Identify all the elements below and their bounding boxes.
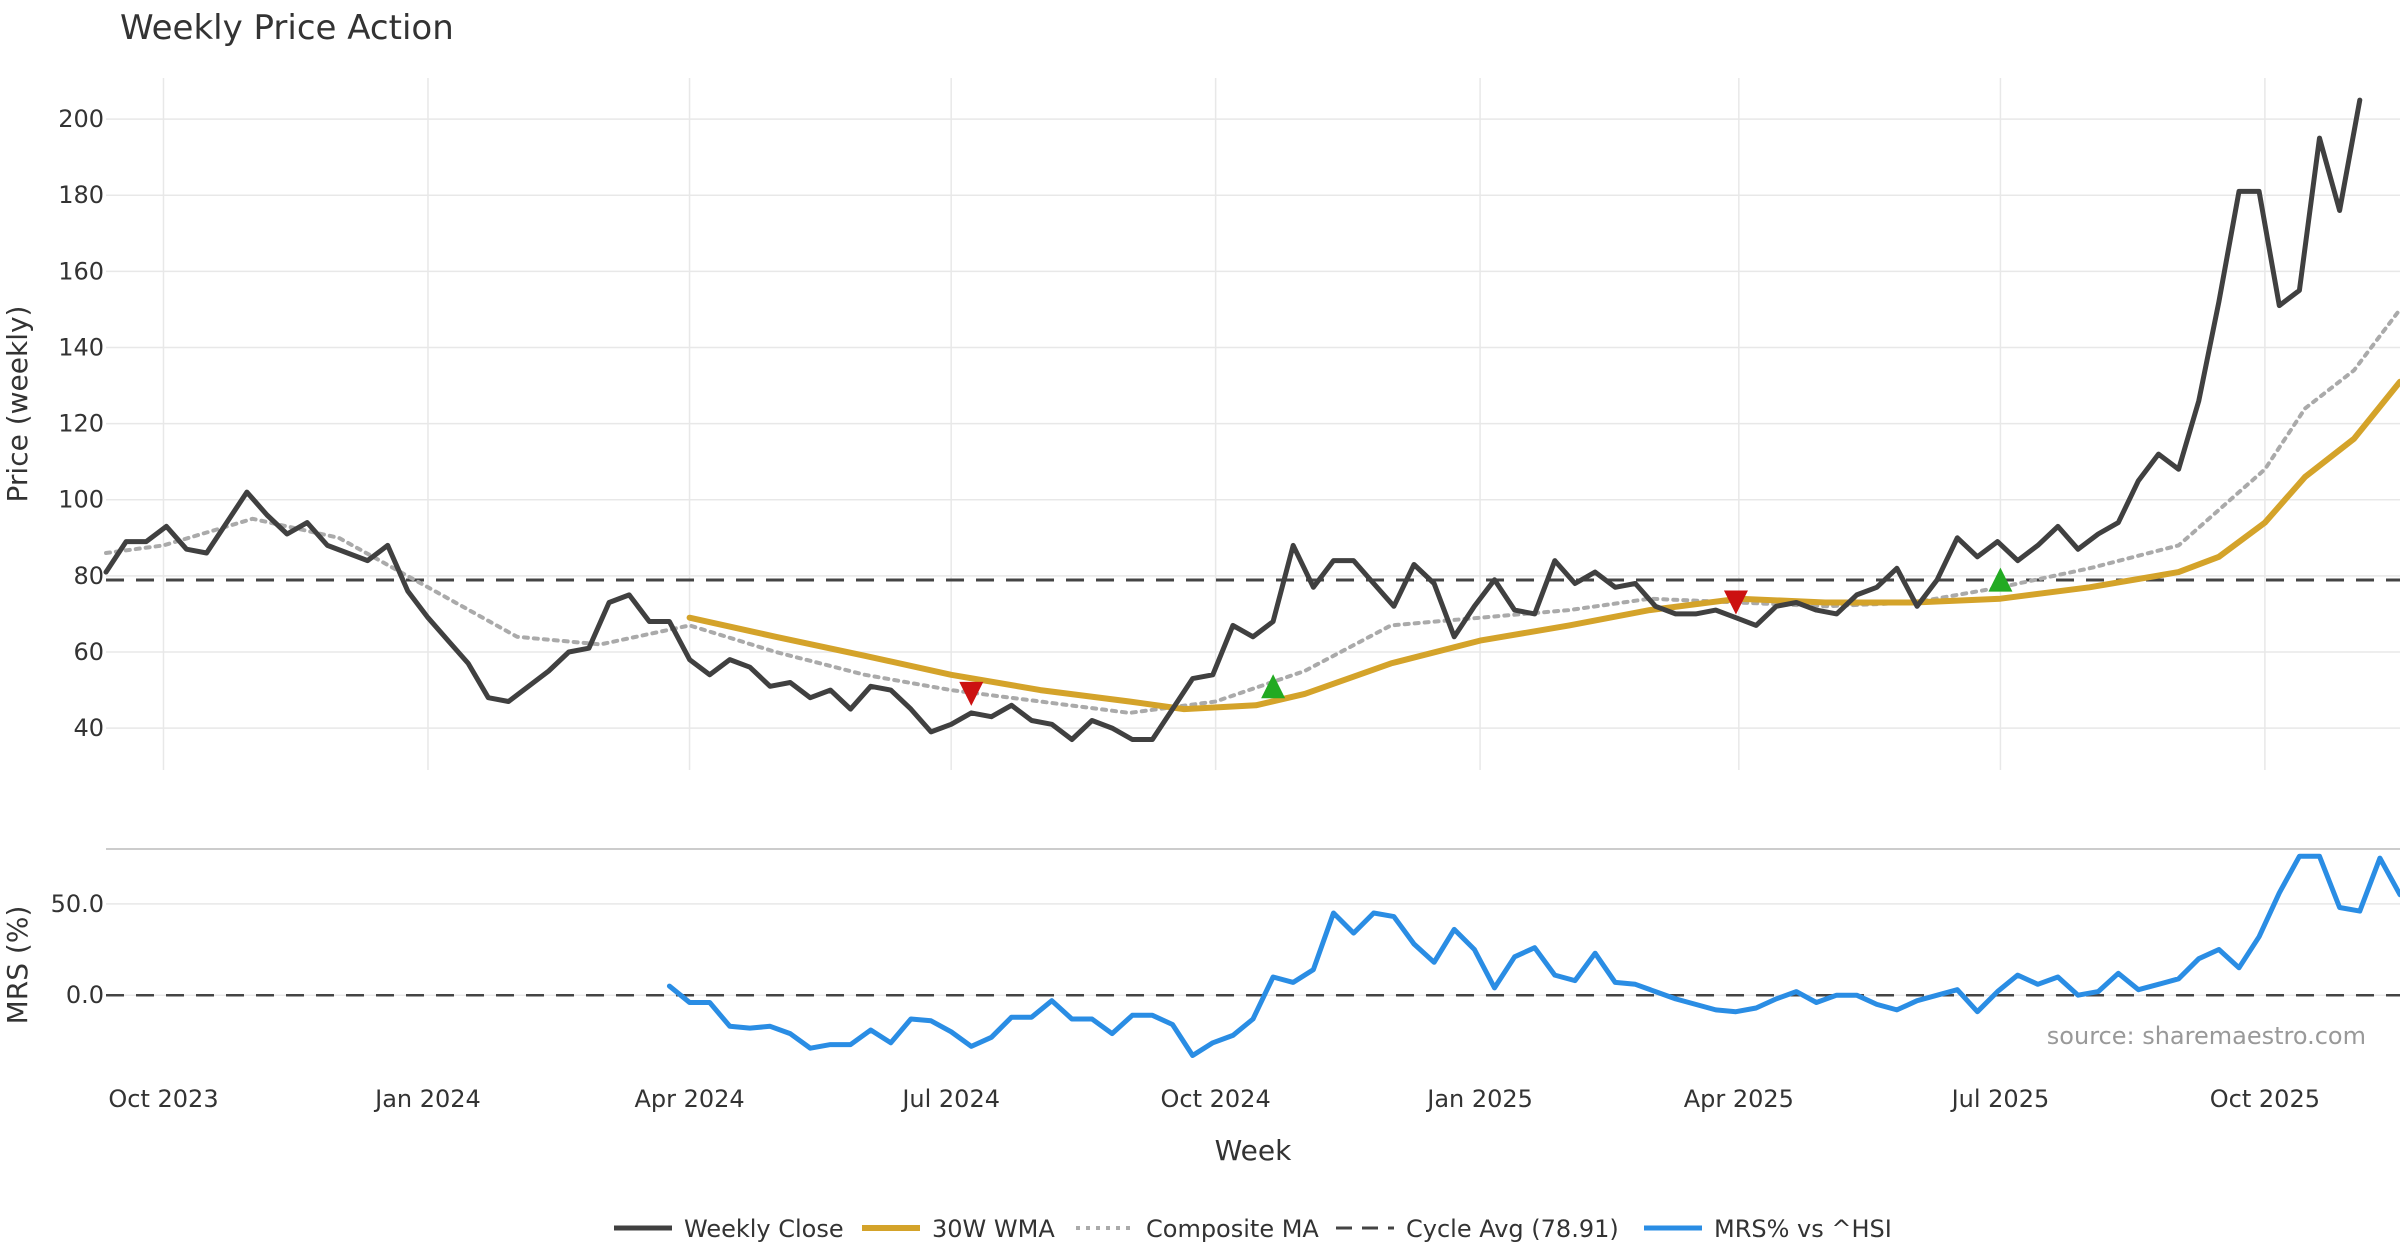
source-note: source: sharemaestro.com [2047,1022,2366,1050]
x-tick-label: Oct 2024 [1161,1085,1271,1113]
y-tick-label: 140 [58,333,104,361]
y-tick-label: 120 [58,410,104,438]
y-tick-label: 80 [73,562,104,590]
y-tick-label: 200 [58,105,104,133]
y-tick-label: 40 [73,714,104,742]
x-axis-label: Week [1215,1134,1292,1167]
sell-signal-marker [1723,590,1748,615]
x-tick-label: Oct 2023 [108,1085,218,1113]
legend-label: MRS% vs ^HSI [1714,1215,1892,1243]
legend-label: Cycle Avg (78.91) [1406,1215,1619,1243]
buy-signal-marker [1261,674,1286,699]
legend-30w-wma: 30W WMA [862,1215,1055,1243]
y-axis-ticks: 40 60 80 100 120 140 160 180 200 0.0 50.0 [51,105,104,1009]
series-weekly-close [103,97,2363,742]
series-mrs [666,853,2400,1058]
y-tick-label: 100 [58,486,104,514]
x-tick-label: Oct 2025 [2210,1085,2320,1113]
x-axis-ticks: Oct 2023 Jan 2024 Apr 2024 Jul 2024 Oct 2024… [108,1085,2320,1113]
legend-label: Weekly Close [684,1215,844,1243]
x-tick-label: Jan 2025 [1425,1085,1533,1113]
x-tick-label: Jan 2024 [373,1085,481,1113]
legend-weekly-close: Weekly Close [614,1215,844,1243]
x-tick-label: Jul 2024 [900,1085,1000,1113]
price-axis-label: Price (weekly) [1,306,34,503]
signal-markers [959,567,2013,706]
legend-mrs: MRS% vs ^HSI [1644,1215,1892,1243]
mrs-tick-label: 50.0 [51,890,104,918]
chart-title: Weekly Price Action [120,8,454,48]
series-30w-wma [686,378,2400,713]
legend-cycle-avg: Cycle Avg (78.91) [1336,1215,1619,1243]
plot-series [103,97,2400,1058]
sell-signal-marker [959,681,984,706]
buy-signal-marker [1988,567,2013,592]
y-tick-label: 180 [58,181,104,209]
x-tick-label: Apr 2024 [634,1085,744,1113]
legend-label: 30W WMA [932,1215,1055,1243]
legend-composite-ma: Composite MA [1076,1215,1319,1243]
series-composite-ma [104,307,2400,715]
y-tick-label: 160 [58,257,104,285]
mrs-axis-label: MRS (%) [1,906,34,1025]
legend: Weekly Close 30W WMA Composite MA Cycle Avg… [614,1215,1892,1243]
x-tick-label: Jul 2025 [1950,1085,2050,1113]
x-tick-label: Apr 2025 [1684,1085,1794,1113]
grid [106,78,2400,996]
legend-label: Composite MA [1146,1215,1319,1243]
y-tick-label: 60 [73,638,104,666]
mrs-tick-label: 0.0 [66,981,104,1009]
